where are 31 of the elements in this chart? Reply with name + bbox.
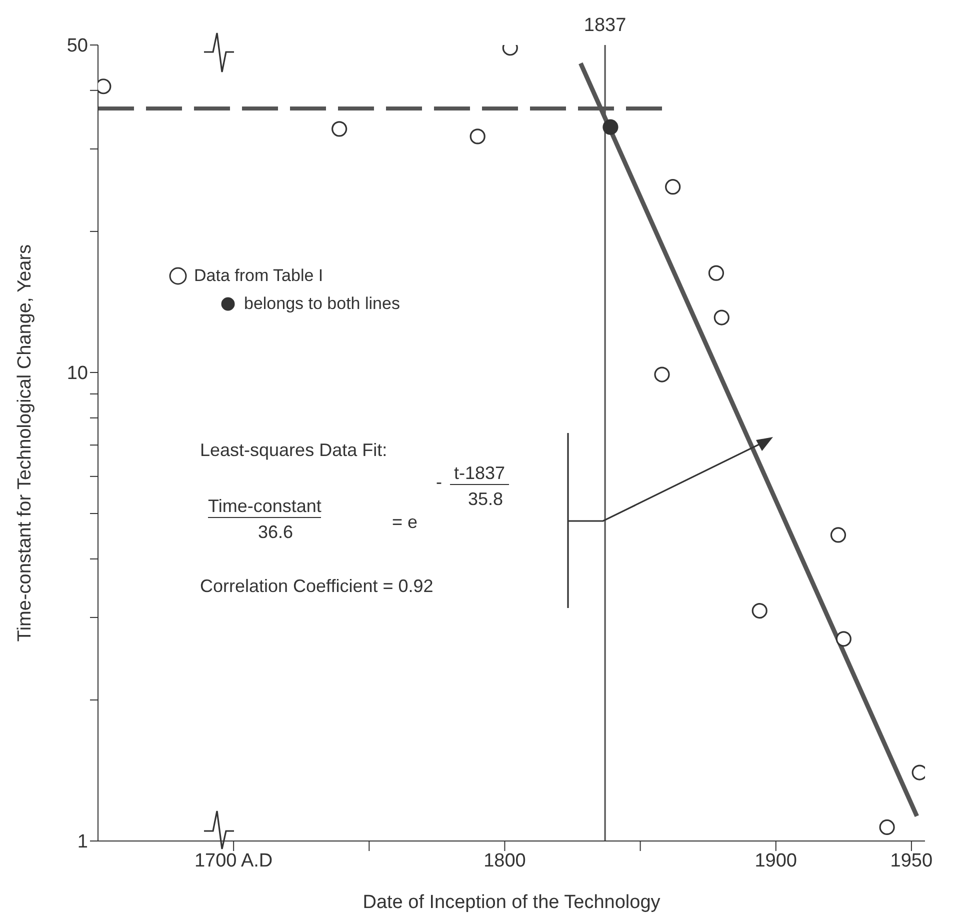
y-tick-label: 1 [77,832,88,853]
y-tick-label: 50 [66,36,88,57]
x-tick-label: 1950 [890,850,933,872]
point [708,265,724,281]
point [752,602,768,619]
y-axis-title: Time-constant for Technological Change, Years [14,244,36,642]
annotation: 36.6 [258,522,294,543]
point [602,119,618,135]
point [470,128,486,144]
annotation: = e [392,512,418,533]
x-tick-label: 1900 [754,850,798,872]
x-tick-label: 1800 [484,850,526,872]
point [830,527,846,543]
ref-line-label: 1837 [584,15,626,36]
annotation: Least-squares Data Fit: [200,440,388,461]
point [665,179,681,195]
annotation: t-1837 [450,463,510,485]
point [879,819,895,836]
point [654,366,670,382]
y-tick-label: 10 [66,363,88,384]
legend-label: belongs to both lines [244,294,400,314]
annotation: Time-constant [208,496,322,518]
annotation: 35.8 [468,489,504,510]
point [714,310,730,326]
x-axis-title: Date of Inception of the Technology [362,892,661,913]
point [332,121,348,137]
x-tick-label: 1700 A.D [194,850,273,872]
legend-label: Data from Table I [194,266,324,286]
annotation: - [436,472,442,493]
point [836,631,852,647]
annotation: Correlation Coefficient = 0.92 [200,576,434,597]
